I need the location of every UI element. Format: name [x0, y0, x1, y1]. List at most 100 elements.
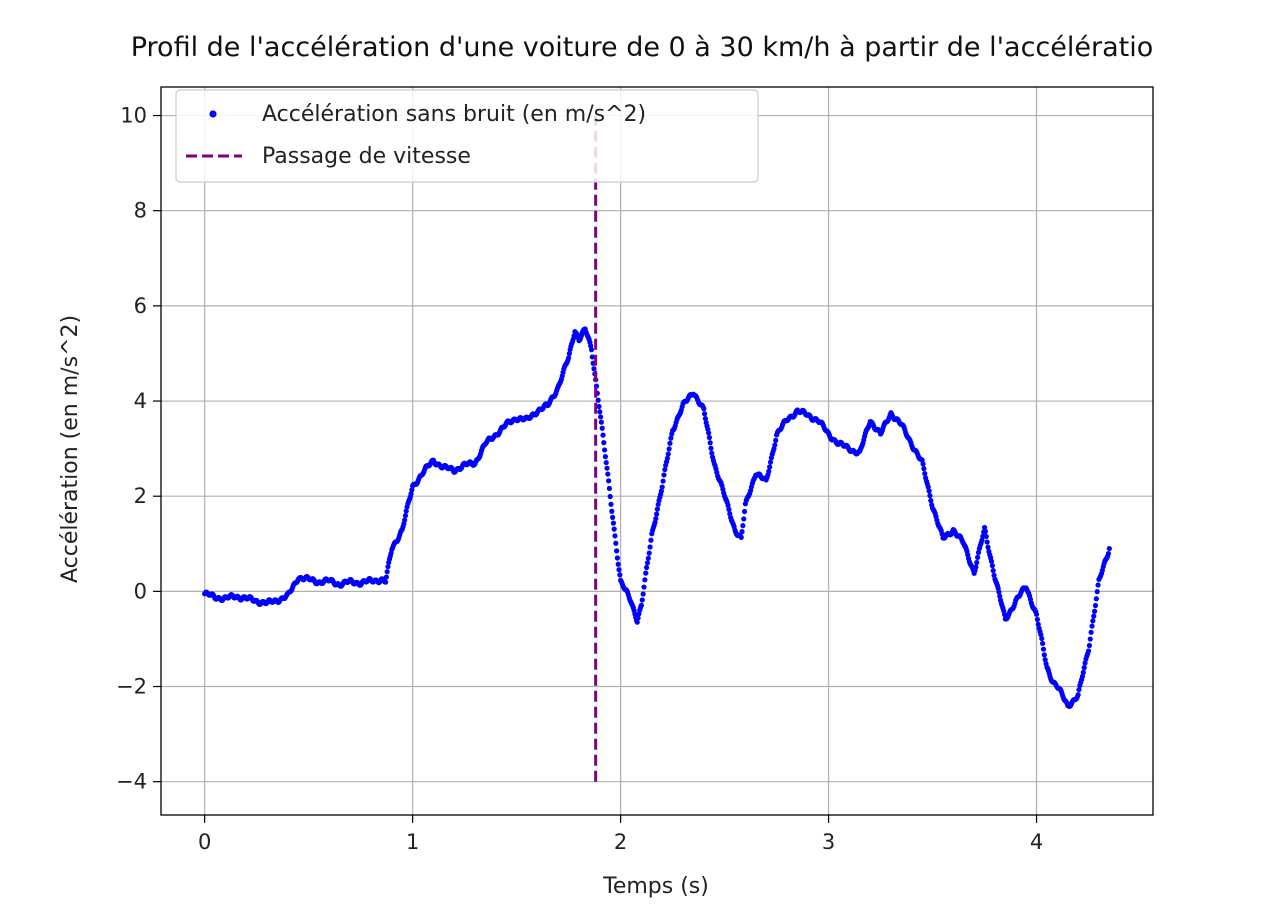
data-point: [566, 350, 572, 357]
data-point: [705, 430, 712, 436]
data-point: [644, 564, 650, 571]
data-point: [647, 544, 653, 550]
data-point: [925, 484, 931, 490]
data-point: [606, 478, 612, 484]
data-point: [982, 528, 989, 535]
data-point: [599, 425, 605, 431]
data-point: [614, 555, 621, 561]
data-point: [608, 501, 614, 507]
data-point: [701, 411, 708, 417]
data-point: [600, 432, 606, 438]
data-point: [668, 435, 674, 441]
data-point: [1095, 582, 1101, 588]
data-point: [706, 434, 712, 441]
data-point: [1093, 596, 1099, 602]
data-point: [984, 539, 990, 545]
data-point: [666, 446, 672, 452]
data-point: [975, 549, 982, 556]
data-point: [741, 508, 748, 515]
data-point: [602, 454, 609, 460]
data-point: [1080, 669, 1086, 675]
data-point: [922, 470, 928, 477]
data-point: [598, 414, 604, 420]
data-point: [385, 564, 391, 570]
data-point: [708, 445, 714, 451]
data-point: [990, 568, 996, 574]
y-tick-label: 4: [134, 389, 147, 413]
data-point: [654, 511, 660, 517]
data-point: [1089, 623, 1095, 629]
legend-label-gear-change: Passage de vitesse: [262, 144, 471, 169]
data-point: [1091, 613, 1097, 619]
data-point: [988, 558, 995, 564]
data-point: [927, 493, 933, 499]
data-point: [1075, 692, 1081, 698]
x-tick-label: 0: [198, 830, 211, 854]
data-point: [596, 403, 602, 410]
data-point: [702, 416, 708, 422]
y-tick-label: 6: [134, 294, 147, 318]
data-point: [588, 347, 595, 353]
data-point: [604, 465, 610, 471]
y-tick-label: 10: [120, 104, 147, 128]
data-point: [1086, 642, 1092, 649]
x-tick-label: 2: [614, 830, 627, 854]
data-point: [408, 491, 414, 497]
data-point: [989, 563, 995, 569]
data-point: [658, 488, 665, 494]
data-point: [1033, 611, 1040, 617]
data-point: [634, 619, 640, 625]
data-point: [645, 555, 651, 561]
axes-frame: [160, 86, 1154, 816]
data-point: [665, 451, 671, 457]
data-point: [975, 554, 981, 560]
data-point: [403, 508, 409, 514]
data-point: [1106, 545, 1112, 552]
data-point: [1087, 636, 1093, 642]
data-point: [646, 550, 652, 556]
data-point: [1092, 608, 1098, 614]
data-point: [1088, 629, 1094, 635]
data-point: [659, 484, 665, 490]
data-point: [383, 579, 389, 585]
data-point: [603, 459, 609, 466]
data-point: [617, 572, 623, 578]
data-point: [597, 409, 603, 415]
data-point: [739, 529, 745, 535]
data-point: [738, 534, 744, 541]
data-point: [725, 502, 731, 509]
data-point: [1085, 648, 1092, 654]
x-tick-label: 4: [1030, 830, 1043, 854]
data-point: [709, 450, 715, 456]
legend-box: [175, 89, 759, 183]
data-point: [638, 602, 645, 608]
data-point: [643, 570, 649, 576]
data-point: [601, 440, 607, 446]
data-point: [701, 406, 707, 412]
data-point: [740, 523, 746, 529]
data-point: [928, 498, 934, 504]
data-point: [773, 437, 779, 443]
data-point: [402, 513, 409, 519]
data-point: [610, 520, 617, 526]
data-point: [606, 485, 613, 492]
x-tick-label: 3: [822, 830, 835, 854]
data-point: [767, 459, 774, 465]
data-point: [939, 531, 945, 537]
data-point: [1092, 602, 1099, 609]
plot-area: [202, 326, 1112, 710]
data-point: [1041, 652, 1047, 658]
data-point: [655, 501, 661, 508]
data-point: [660, 478, 666, 484]
data-point: [409, 487, 415, 493]
legend: Accélération sans bruit (en m/s^2) Passa…: [175, 89, 759, 183]
data-point: [641, 584, 647, 590]
data-point: [644, 560, 651, 566]
y-tick-label: 8: [134, 199, 147, 223]
data-point: [667, 440, 673, 446]
data-point: [566, 355, 572, 361]
data-point: [926, 488, 932, 494]
data-point: [1105, 550, 1112, 557]
data-point: [767, 464, 773, 470]
y-axis-label: Accélération (en m/s^2): [58, 315, 83, 583]
